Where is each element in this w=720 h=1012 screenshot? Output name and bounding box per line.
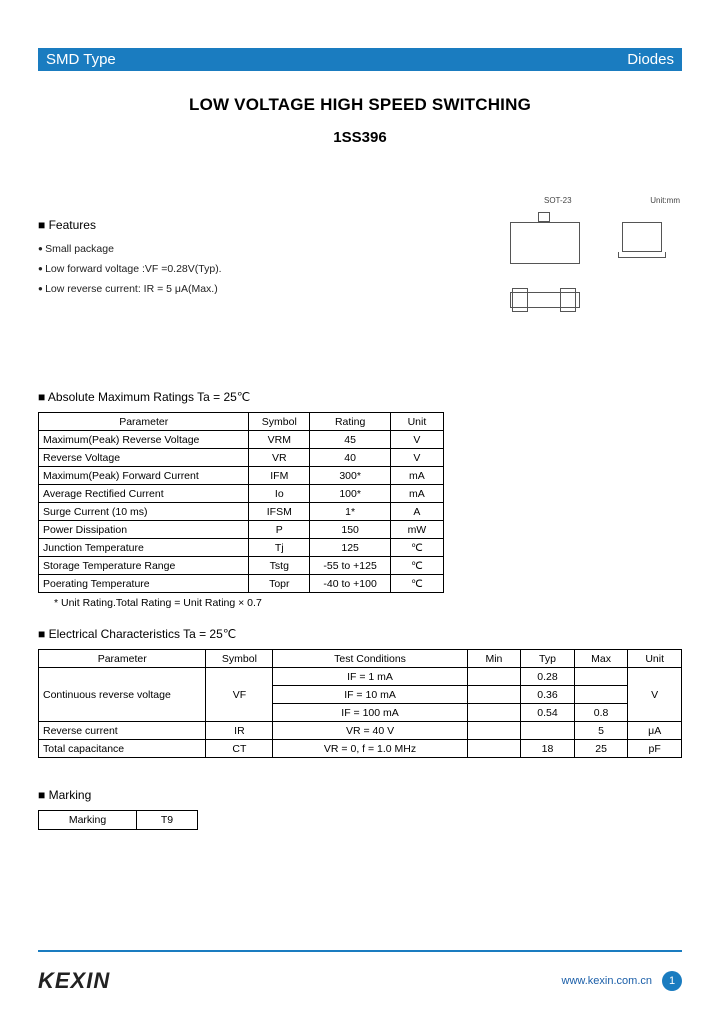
col-parameter: Parameter [39,413,249,431]
elec-table: Parameter Symbol Test Conditions Min Typ… [38,649,682,758]
marking-heading: Marking [38,788,682,802]
marking-label: Marking [39,811,137,830]
feature-item: Low forward voltage :VF =0.28V(Typ). [38,260,482,280]
table-row: Maximum(Peak) Reverse VoltageVRM45V [39,431,444,449]
pkg-pad [512,288,528,312]
upper-row: Features Small package Low forward volta… [38,192,682,362]
col-rating: Rating [310,413,391,431]
pkg-lead [538,212,550,222]
table-header-row: Parameter Symbol Rating Unit [39,413,444,431]
col-symbol: Symbol [249,413,310,431]
elec-heading: Electrical Characteristics Ta = 25℃ [38,627,682,641]
footer-rule [38,950,682,952]
table-row: Junction TemperatureTj125℃ [39,539,444,557]
pkg-lead-side [618,252,666,258]
feature-item: Small package [38,240,482,260]
unit-label: Unit:mm [650,196,680,205]
features-list: Small package Low forward voltage :VF =0… [38,240,482,300]
marking-section: Marking Marking T9 [38,788,682,830]
pkg-outline-top [510,222,580,264]
amr-heading: Absolute Maximum Ratings Ta = 25℃ [38,390,682,404]
pkg-pad [560,288,576,312]
marking-value: T9 [137,811,198,830]
header-right: Diodes [627,51,674,68]
col-symbol: Symbol [206,650,273,668]
col-unit: Unit [628,650,682,668]
footer-right: www.kexin.com.cn 1 [562,971,682,991]
table-row: Poerating TemperatureTopr-40 to +100℃ [39,575,444,593]
table-row: Surge Current (10 ms)IFSM1*A [39,503,444,521]
table-row: Continuous reverse voltage VF IF = 1 mA … [39,668,682,686]
table-row: Reverse current IR VR = 40 V 5 μA [39,722,682,740]
features-heading: Features [38,218,482,232]
package-diagram: SOT-23 Unit:mm [482,192,682,362]
category-header-bar: SMD Type Diodes [38,48,682,71]
table-header-row: Parameter Symbol Test Conditions Min Typ… [39,650,682,668]
page-number: 1 [662,971,682,991]
amr-section: Absolute Maximum Ratings Ta = 25℃ Parame… [38,390,682,609]
amr-table: Parameter Symbol Rating Unit Maximum(Pea… [38,412,444,593]
feature-item: Low reverse current: IR = 5 μA(Max.) [38,280,482,300]
table-row: Average Rectified CurrentIo100*mA [39,485,444,503]
col-max: Max [574,650,628,668]
package-label: SOT-23 [544,196,572,205]
marking-table: Marking T9 [38,810,198,830]
page: SMD Type Diodes LOW VOLTAGE HIGH SPEED S… [0,0,720,830]
table-row: Power DissipationP150mW [39,521,444,539]
col-min: Min [467,650,521,668]
col-unit: Unit [391,413,444,431]
page-title: LOW VOLTAGE HIGH SPEED SWITCHING [38,95,682,115]
company-logo: KEXIN [38,968,110,994]
col-conditions: Test Conditions [273,650,467,668]
features-block: Features Small package Low forward volta… [38,192,482,362]
table-row: Maximum(Peak) Forward CurrentIFM300*mA [39,467,444,485]
table-row: Total capacitance CT VR = 0, f = 1.0 MHz… [39,740,682,758]
elec-section: Electrical Characteristics Ta = 25℃ Para… [38,627,682,758]
table-row: Reverse VoltageVR40V [39,449,444,467]
header-left: SMD Type [46,51,116,68]
col-typ: Typ [521,650,575,668]
part-number: 1SS396 [38,129,682,146]
table-row: Marking T9 [39,811,198,830]
footer: KEXIN www.kexin.com.cn 1 [38,968,682,994]
amr-footnote: * Unit Rating.Total Rating = Unit Rating… [38,597,682,609]
table-row: Storage Temperature RangeTstg-55 to +125… [39,557,444,575]
col-parameter: Parameter [39,650,206,668]
pkg-outline-side [622,222,662,252]
company-url: www.kexin.com.cn [562,975,652,987]
